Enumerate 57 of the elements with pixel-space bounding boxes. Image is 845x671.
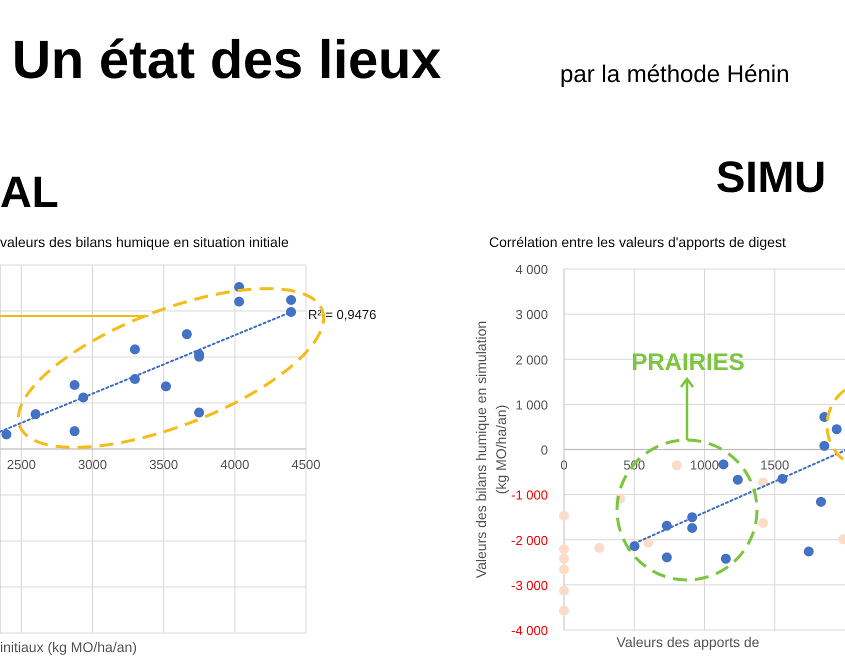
y-tick-label: 1 000	[515, 397, 548, 412]
text: AL	[0, 168, 59, 217]
x-tick-label: 4000	[220, 457, 250, 472]
point	[286, 294, 296, 305]
point	[804, 546, 814, 556]
point	[559, 544, 569, 554]
point	[194, 408, 204, 418]
point	[559, 586, 569, 596]
y-tick-label: 4 000	[515, 262, 548, 277]
point	[819, 440, 830, 451]
x-tick-label: 1500	[760, 458, 790, 472]
text: R² = 0,9476	[308, 307, 376, 322]
y-tick-label: 3 000	[515, 307, 548, 322]
point	[718, 459, 728, 470]
point	[1, 429, 12, 440]
chart-title: Corrélation entre les valeurs d'apports de digest	[489, 234, 786, 250]
point	[720, 554, 731, 564]
point	[732, 474, 743, 485]
point	[832, 424, 842, 434]
y-tick-label: -4 000	[511, 623, 548, 638]
point	[559, 510, 569, 521]
x-axis-title: Valeurs des apports de	[616, 634, 760, 650]
text: par la méthode Hénin	[560, 61, 790, 88]
point	[559, 554, 569, 564]
text: Un état des lieux	[12, 30, 442, 90]
y-tick-label: 2 000	[515, 352, 548, 368]
point	[672, 460, 682, 470]
y-tick-label: 0	[540, 442, 548, 458]
point	[643, 537, 654, 548]
y-tick-label: -1 000	[511, 488, 548, 503]
x-tick-label: 4500	[292, 457, 320, 472]
point	[816, 496, 826, 507]
text: SIMU	[716, 153, 826, 202]
point	[687, 523, 698, 534]
y-tick-label: -3 000	[511, 578, 548, 593]
point	[182, 329, 192, 340]
point	[70, 426, 80, 436]
annotation: PRAIRIES	[631, 349, 745, 376]
x-tick-label: 0	[560, 458, 568, 472]
point	[594, 542, 604, 553]
point	[662, 552, 672, 562]
point	[234, 296, 244, 307]
chart-title: valeurs des bilans humique en situation initiale	[0, 234, 289, 250]
point	[758, 518, 768, 528]
point	[286, 306, 296, 317]
x-axis-title: initiaux (kg MO/ha/an)	[0, 639, 137, 655]
y-axis-title: Valeurs des bilans humique en simulation (kg MO/ha/an)	[473, 320, 509, 578]
point	[70, 380, 80, 390]
point	[559, 564, 569, 575]
y-tick-label: -2 000	[511, 532, 548, 548]
point	[160, 381, 171, 392]
x-tick-label: 2500	[6, 457, 36, 472]
point	[130, 344, 140, 354]
x-tick-label: 3000	[78, 457, 107, 472]
point	[559, 606, 569, 616]
x-tick-label: 3500	[149, 457, 178, 472]
x-tick-label: 1000	[690, 458, 719, 472]
